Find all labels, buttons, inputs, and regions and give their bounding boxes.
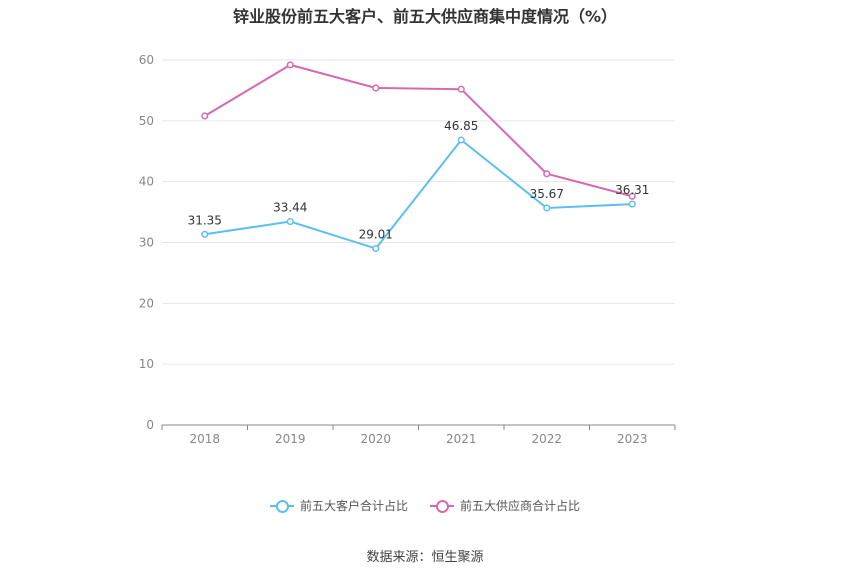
series-0-point-2019 <box>286 218 294 226</box>
data-label-2020: 29.01 <box>359 228 393 242</box>
x-tick-label-2019: 2019 <box>275 432 306 446</box>
series-line-0 <box>204 138 633 250</box>
x-tick-label-2023: 2023 <box>617 432 648 446</box>
data-label-2022: 35.67 <box>530 187 564 201</box>
chart-title: 锌业股份前五大客户、前五大供应商集中度情况（%） <box>232 7 618 26</box>
y-tick-label-10: 10 <box>139 357 154 371</box>
legend-suppliers-label: 前五大供应商合计占比 <box>460 499 581 513</box>
y-tick-label-0: 0 <box>146 418 154 432</box>
data-label-2018: 31.35 <box>188 213 222 227</box>
series-0-point-2023 <box>628 200 636 208</box>
y-tick-label-30: 30 <box>139 236 154 250</box>
legend-customers-label: 前五大客户合计占比 <box>299 499 408 513</box>
y-tick-label-60: 60 <box>139 53 154 67</box>
legend-item-customers[interactable]: 前五大客户合计占比 <box>269 497 408 514</box>
data-label-2019: 33.44 <box>273 201 307 215</box>
data-label-2023: 36.31 <box>615 183 649 197</box>
legend-suppliers-icon <box>430 499 454 513</box>
legend-item-suppliers[interactable]: 前五大供应商合计占比 <box>430 497 580 514</box>
series-0-point-2021 <box>457 136 465 144</box>
y-tick-label-20: 20 <box>139 296 154 310</box>
grid-lines <box>162 59 675 365</box>
x-tick-label-2018: 2018 <box>189 432 220 446</box>
y-tick-label-40: 40 <box>139 175 154 189</box>
series-1-point-2023 <box>628 192 636 200</box>
source-note: 数据来源：恒生聚源 <box>366 550 484 565</box>
series-1-point-2022 <box>543 170 551 178</box>
series-line-1 <box>204 63 633 198</box>
axes: 0 10 20 30 40 50 60 2018 2019 2020 2021 2022 2023 <box>139 53 676 446</box>
series-1-point-2019 <box>286 61 294 69</box>
legend: 前五大客户合计占比 前五大供应商合计占比 <box>0 497 850 514</box>
y-tick-label-50: 50 <box>139 114 154 128</box>
series-0-point-2020 <box>372 244 380 253</box>
data-labels: 31.35 33.44 29.01 46.85 35.67 36.31 <box>188 119 650 242</box>
data-label-2021: 46.85 <box>444 119 478 133</box>
series-lines <box>201 61 636 253</box>
x-tick-label-2022: 2022 <box>531 432 562 446</box>
x-tick-label-2021: 2021 <box>446 432 477 446</box>
series-0-point-2018 <box>201 230 209 238</box>
series-1-point-2021 <box>457 85 465 93</box>
legend-customers-icon <box>269 499 294 513</box>
series-0-point-2022 <box>543 204 551 212</box>
x-tick-label-2020: 2020 <box>360 432 391 446</box>
series-1-point-2018 <box>201 112 209 120</box>
series-1-point-2020 <box>372 84 380 92</box>
